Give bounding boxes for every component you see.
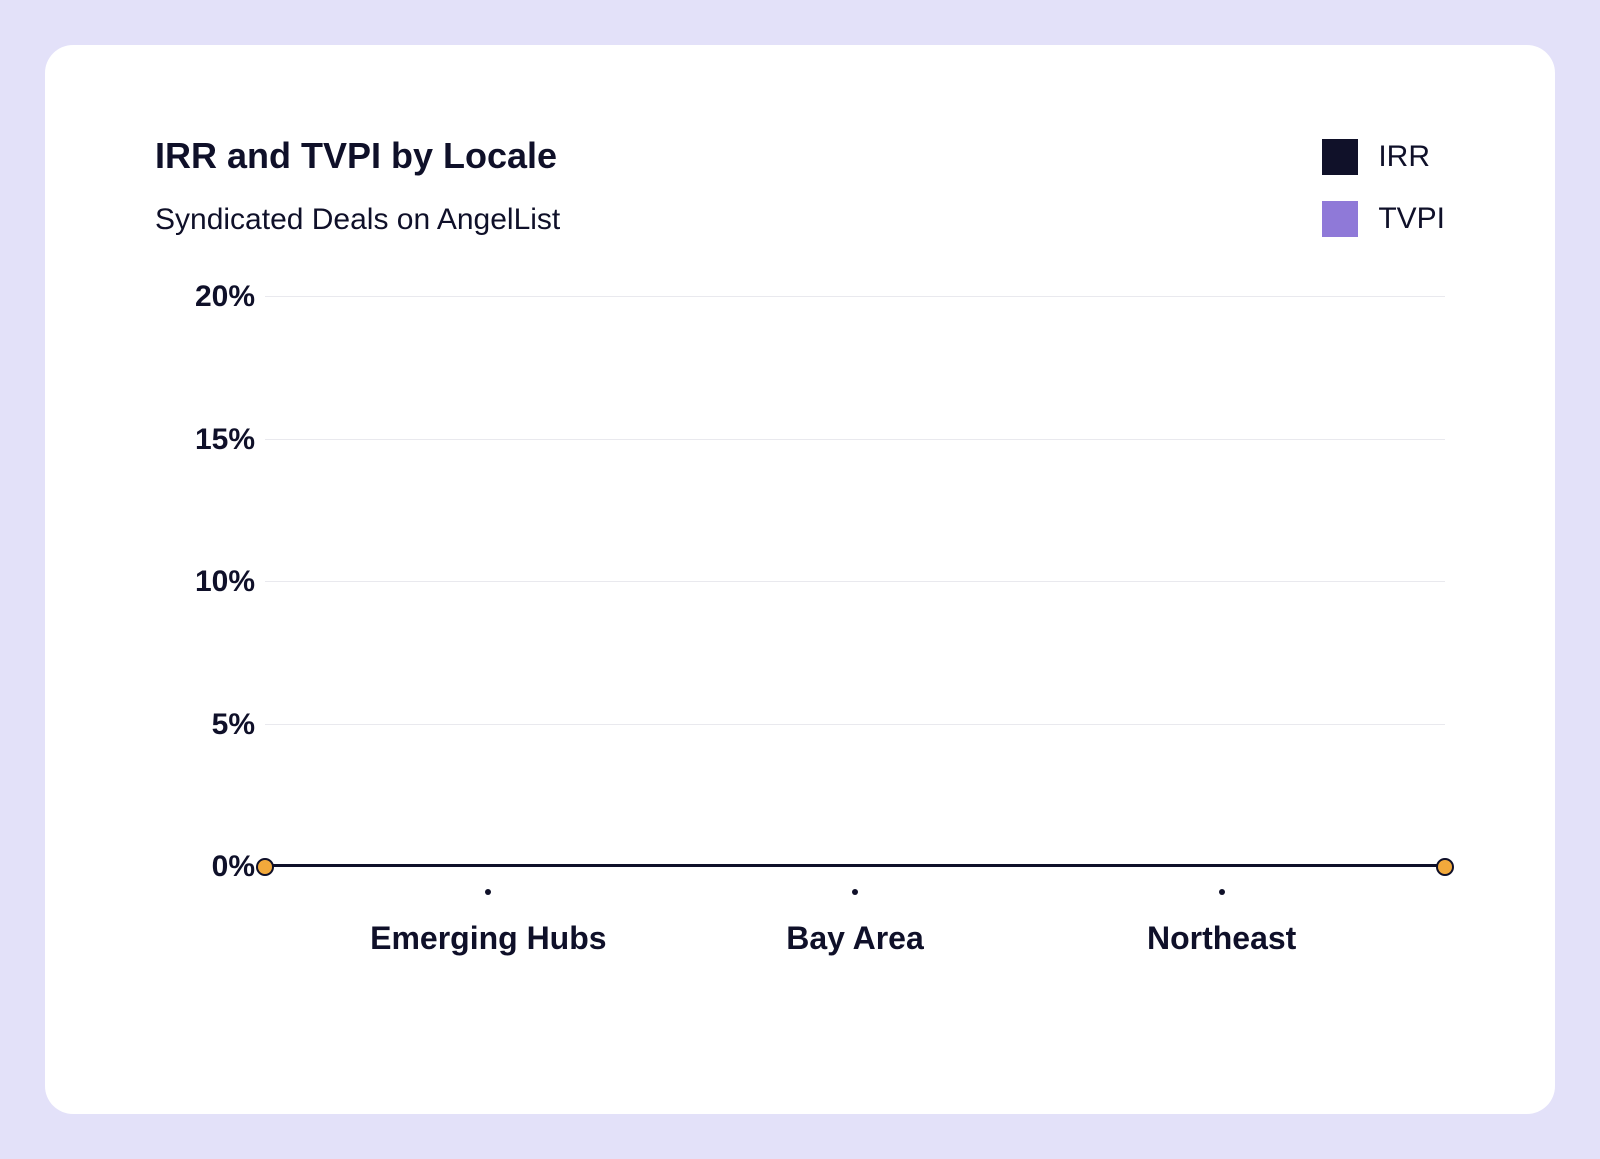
y-tick-10: 10%: [155, 565, 255, 599]
x-tick-dot: [1219, 889, 1225, 895]
y-tick-5: 5%: [155, 708, 255, 742]
x-tick-dot: [852, 889, 858, 895]
chart-legend: IRR TVPI: [1322, 135, 1445, 237]
x-label-emerging-hubs: Emerging Hubs: [347, 920, 629, 957]
legend-label-tvpi: TVPI: [1378, 202, 1445, 236]
y-tick-20: 20%: [155, 280, 255, 314]
chart-card: IRR and TVPI by Locale Syndicated Deals …: [45, 45, 1555, 1114]
bar-value-tvpi-emerging-hubs: 1.67: [539, 881, 590, 912]
chart-subtitle: Syndicated Deals on AngelList: [155, 203, 1322, 237]
chart-title: IRR and TVPI by Locale: [155, 135, 1322, 177]
legend-label-irr: IRR: [1378, 140, 1430, 174]
legend-item-tvpi: TVPI: [1322, 201, 1445, 237]
x-label-northeast: Northeast: [1081, 920, 1363, 957]
bars-row: 19.4% 1.67 17.5% 1.61: [265, 297, 1445, 867]
x-tick-dot: [485, 889, 491, 895]
chart-header: IRR and TVPI by Locale Syndicated Deals …: [155, 135, 1445, 237]
plot-area: 19.4% 1.67 17.5% 1.61: [265, 297, 1445, 867]
bar-value-tvpi-bay-area: 1.61: [906, 881, 957, 912]
y-tick-0: 0%: [155, 850, 255, 884]
chart-titles: IRR and TVPI by Locale Syndicated Deals …: [155, 135, 1322, 237]
x-label-bay-area: Bay Area: [714, 920, 996, 957]
y-tick-15: 15%: [155, 423, 255, 457]
legend-item-irr: IRR: [1322, 139, 1445, 175]
bar-value-irr-emerging-hubs: 19.4%: [375, 881, 449, 912]
bar-value-tvpi-northeast: 1.50: [1272, 881, 1323, 912]
bar-value-irr-northeast: 14.1%: [1109, 881, 1183, 912]
x-axis-labels: Emerging Hubs Bay Area Northeast: [265, 920, 1445, 957]
legend-swatch-irr: [1322, 139, 1358, 175]
chart-area: 0% 5% 10% 15% 20% 19.4% 1.67: [155, 297, 1445, 957]
legend-swatch-tvpi: [1322, 201, 1358, 237]
bar-value-irr-bay-area: 17.5%: [742, 881, 816, 912]
